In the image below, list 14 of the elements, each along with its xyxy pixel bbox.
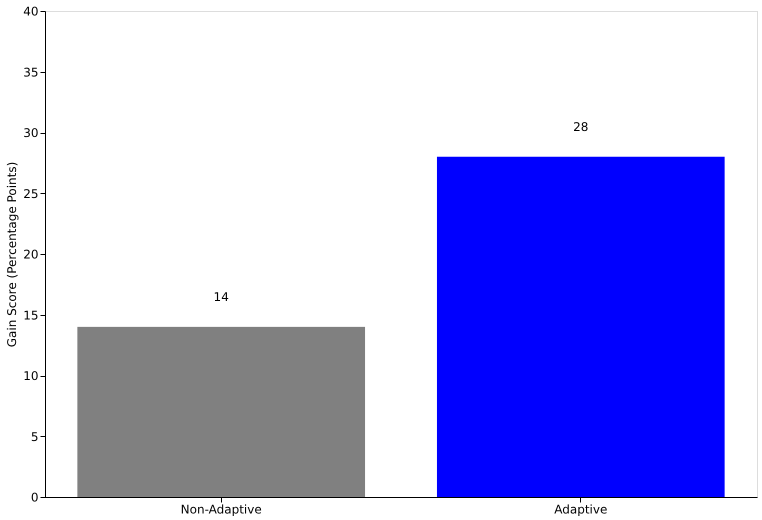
y-tick-label: 0 [30, 490, 38, 504]
y-tick-label: 10 [23, 369, 38, 383]
data-label: 28 [573, 120, 588, 134]
y-tick-label: 40 [23, 4, 38, 18]
y-tick-label: 20 [23, 248, 38, 262]
y-tick-label: 5 [30, 430, 38, 444]
y-axis-title: Gain Score (Percentage Points) [5, 162, 20, 348]
x-tick-label: Non-Adaptive [180, 502, 262, 516]
x-tick-label: Adaptive [554, 502, 608, 516]
y-tick-label: 15 [23, 308, 38, 322]
y-tick-label: 35 [23, 65, 38, 80]
data-label: 14 [214, 290, 229, 304]
y-tick-label: 30 [23, 126, 38, 140]
y-tick-label: 25 [23, 186, 38, 201]
